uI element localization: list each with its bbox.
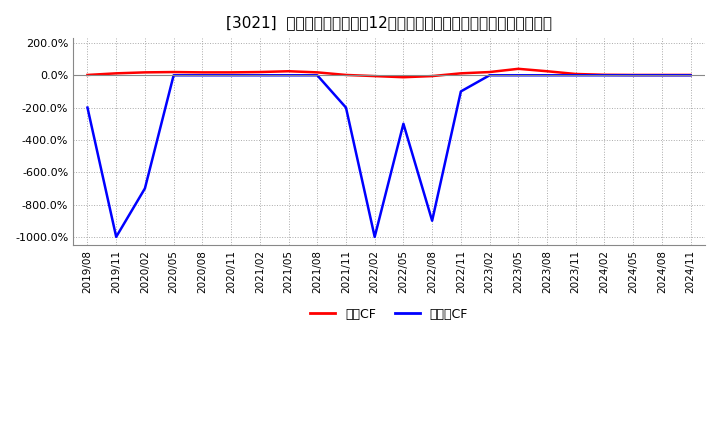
営業CF [514,66,523,71]
Title: [3021]  キャッシュフローの12か月移動合計の対前年同期増減率の推移: [3021] キャッシュフローの12か月移動合計の対前年同期増減率の推移 [226,15,552,30]
フリーCF [543,73,552,78]
営業CF [227,70,235,75]
フリーCF [399,121,408,126]
フリーCF [629,73,637,78]
営業CF [543,69,552,74]
営業CF [629,72,637,77]
Line: フリーCF: フリーCF [87,75,690,237]
フリーCF [657,73,666,78]
フリーCF [83,105,91,110]
営業CF [198,70,207,75]
Legend: 営業CF, フリーCF: 営業CF, フリーCF [305,303,473,326]
営業CF [256,70,264,75]
フリーCF [572,73,580,78]
営業CF [370,73,379,79]
フリーCF [342,105,351,110]
フリーCF [256,73,264,78]
営業CF [140,70,149,75]
フリーCF [600,73,609,78]
フリーCF [686,73,695,78]
営業CF [686,72,695,77]
フリーCF [370,234,379,239]
フリーCF [112,234,120,239]
営業CF [284,69,293,74]
Line: 営業CF: 営業CF [87,69,690,77]
フリーCF [428,218,436,224]
営業CF [657,72,666,77]
営業CF [399,74,408,80]
フリーCF [227,73,235,78]
フリーCF [198,73,207,78]
営業CF [456,71,465,76]
営業CF [112,71,120,76]
フリーCF [485,73,494,78]
フリーCF [169,73,178,78]
営業CF [313,70,322,75]
フリーCF [313,73,322,78]
フリーCF [456,89,465,94]
フリーCF [140,186,149,191]
フリーCF [514,73,523,78]
営業CF [572,71,580,77]
営業CF [428,73,436,79]
営業CF [83,72,91,77]
営業CF [600,72,609,77]
営業CF [169,70,178,75]
営業CF [342,72,351,77]
フリーCF [284,73,293,78]
営業CF [485,70,494,75]
